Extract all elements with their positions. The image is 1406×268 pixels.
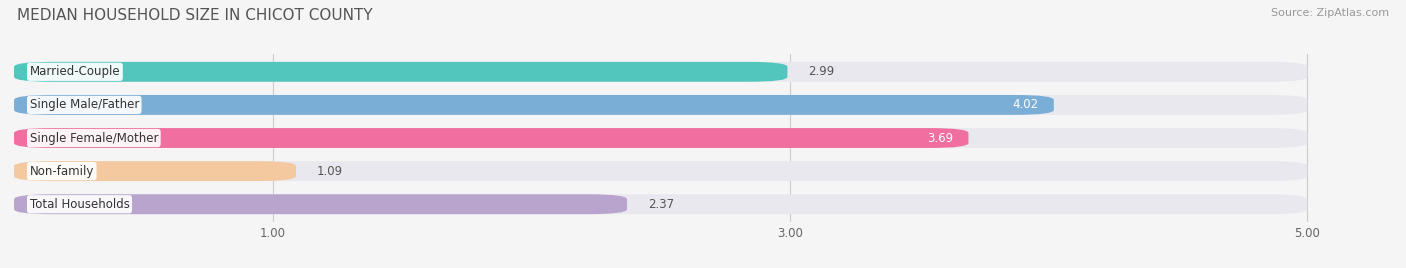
Text: 3.69: 3.69 <box>927 132 953 144</box>
FancyBboxPatch shape <box>14 161 297 181</box>
Text: MEDIAN HOUSEHOLD SIZE IN CHICOT COUNTY: MEDIAN HOUSEHOLD SIZE IN CHICOT COUNTY <box>17 8 373 23</box>
Text: Non-family: Non-family <box>30 165 94 178</box>
Text: Source: ZipAtlas.com: Source: ZipAtlas.com <box>1271 8 1389 18</box>
FancyBboxPatch shape <box>14 194 1308 214</box>
Text: 2.37: 2.37 <box>648 198 673 211</box>
Text: Single Female/Mother: Single Female/Mother <box>30 132 157 144</box>
FancyBboxPatch shape <box>14 95 1054 115</box>
Text: 4.02: 4.02 <box>1012 98 1038 111</box>
FancyBboxPatch shape <box>14 62 1308 82</box>
FancyBboxPatch shape <box>14 62 787 82</box>
Text: 1.09: 1.09 <box>316 165 343 178</box>
FancyBboxPatch shape <box>14 128 969 148</box>
FancyBboxPatch shape <box>14 194 627 214</box>
FancyBboxPatch shape <box>14 95 1308 115</box>
FancyBboxPatch shape <box>14 161 1308 181</box>
Text: Total Households: Total Households <box>30 198 129 211</box>
Text: Married-Couple: Married-Couple <box>30 65 120 78</box>
Text: Single Male/Father: Single Male/Father <box>30 98 139 111</box>
Text: 2.99: 2.99 <box>808 65 834 78</box>
FancyBboxPatch shape <box>14 128 1308 148</box>
